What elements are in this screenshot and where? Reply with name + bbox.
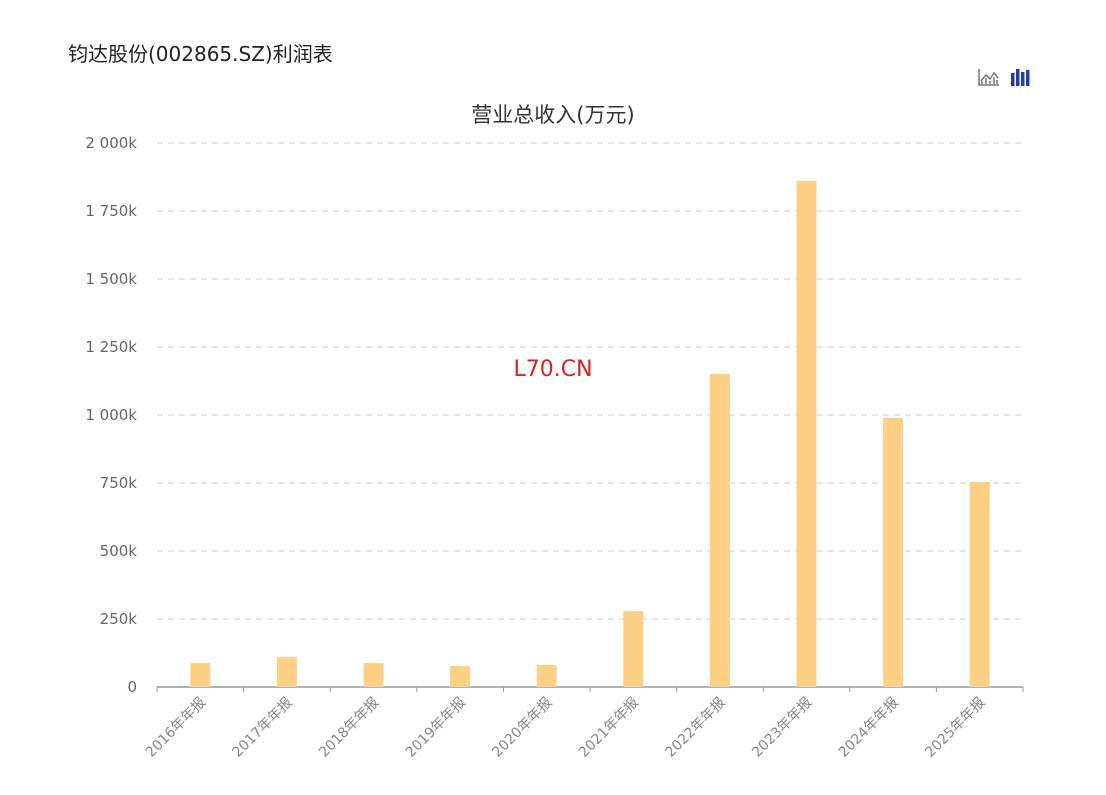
bar-chart-icon[interactable]	[1010, 68, 1030, 86]
y-tick-label: 250k	[100, 610, 138, 628]
y-tick-label: 1 250k	[85, 338, 137, 356]
x-tick-label: 2022年年报	[663, 695, 729, 761]
x-tick-label: 2025年年报	[922, 695, 988, 761]
x-tick-label: 2023年年报	[749, 695, 815, 761]
bar-2023年年报	[796, 181, 817, 687]
y-tick-label: 2 000k	[85, 134, 137, 152]
page-title: 钧达股份(002865.SZ)利润表	[68, 42, 333, 66]
bar-2022年年报	[709, 373, 730, 687]
bar-2018年年报	[363, 663, 384, 687]
chart-type-toolbar	[978, 68, 1030, 86]
y-tick-label: 1 000k	[85, 406, 137, 424]
bar-2020年年报	[536, 664, 557, 687]
x-tick-label: 2020年年报	[489, 695, 555, 761]
bar-2024年年报	[883, 417, 904, 687]
x-tick-label: 2019年年报	[403, 695, 469, 761]
bar-2021年年报	[623, 611, 644, 687]
x-tick-label: 2018年年报	[316, 695, 382, 761]
chart-title: 营业总收入(万元)	[471, 103, 634, 127]
x-tick-label: 2024年年报	[836, 695, 902, 761]
y-tick-label: 750k	[100, 474, 138, 492]
watermark: L70.CN	[513, 357, 592, 382]
bar-2016年年报	[190, 663, 211, 687]
x-tick-label: 2016年年报	[143, 695, 209, 761]
bar-2025年年报	[969, 481, 990, 687]
y-tick-label: 1 500k	[85, 270, 137, 288]
bar-2019年年报	[450, 666, 471, 687]
line-chart-icon[interactable]	[978, 68, 1000, 86]
y-tick-label: 500k	[100, 542, 138, 560]
y-tick-label: 1 750k	[85, 202, 137, 220]
bar-2017年年报	[276, 657, 297, 687]
x-tick-label: 2021年年报	[576, 695, 642, 761]
y-tick-label: 0	[127, 678, 137, 696]
x-tick-label: 2017年年报	[230, 695, 296, 761]
